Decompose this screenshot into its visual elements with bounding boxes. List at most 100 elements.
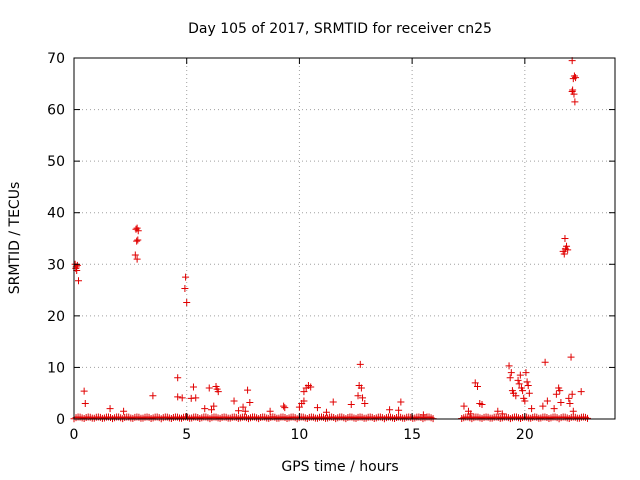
data-point (565, 394, 573, 402)
data-point (570, 90, 578, 98)
y-tick-label: 20 (47, 309, 65, 325)
data-point (570, 72, 578, 80)
data-point (522, 369, 530, 377)
data-point (386, 406, 394, 414)
data-point (507, 369, 515, 377)
plot-frame (73, 57, 616, 420)
data-point (569, 407, 577, 415)
x-tick-label: 0 (70, 427, 79, 443)
data-point (498, 410, 506, 418)
data-point (478, 401, 486, 409)
data-point (183, 298, 191, 306)
y-tick-label: 40 (47, 206, 65, 222)
data-point (187, 394, 195, 402)
data-point (557, 398, 565, 406)
data-point (473, 383, 481, 391)
data-point (471, 379, 479, 387)
x-tick-label: 15 (403, 427, 421, 443)
y-tick-label: 60 (47, 103, 65, 119)
data-point (313, 404, 321, 412)
x-tick-label: 20 (516, 427, 534, 443)
data-point (133, 237, 141, 245)
data-point (208, 406, 216, 414)
data-point (174, 374, 182, 382)
y-tick-label: 70 (47, 51, 65, 67)
data-point (73, 261, 81, 269)
data-point (516, 371, 524, 379)
data-point (514, 376, 522, 384)
data-point (244, 386, 252, 394)
data-point (131, 251, 139, 259)
x-axis-label: GPS time / hours (281, 459, 398, 475)
baseline-point (583, 414, 591, 422)
data-point (214, 388, 222, 396)
data-point (134, 236, 142, 244)
data-point (512, 392, 520, 400)
data-point (347, 401, 355, 409)
data-point (556, 387, 564, 395)
data-point (230, 397, 238, 405)
data-point (80, 387, 88, 395)
data-point (571, 98, 579, 106)
data-point (246, 398, 254, 406)
data-point (566, 400, 574, 408)
y-tick-label: 30 (47, 257, 65, 273)
data-point (397, 398, 405, 406)
data-point (133, 255, 141, 263)
data-point (295, 403, 303, 411)
data-point (178, 394, 186, 402)
data-point (543, 397, 551, 405)
data-point (201, 405, 209, 413)
data-point (134, 227, 142, 235)
data-point (550, 405, 558, 413)
data-point (239, 403, 247, 411)
data-point (467, 410, 475, 418)
axis-ticks: 0 5 10 15 20 0 10 20 30 40 50 60 70 (47, 51, 615, 443)
data-point (460, 402, 468, 410)
data-point (541, 358, 549, 366)
data-point (300, 388, 308, 396)
data-point (106, 405, 114, 413)
data-point (419, 411, 427, 419)
data-point (357, 384, 365, 392)
data-point (515, 380, 523, 388)
data-point (266, 407, 274, 415)
data-point (494, 407, 502, 415)
data-point (569, 86, 577, 94)
data-point (563, 242, 571, 250)
data-point (300, 397, 308, 405)
data-point (523, 378, 531, 386)
data-point (525, 389, 533, 397)
data-point (354, 392, 362, 400)
data-point (329, 398, 337, 406)
x-tick-label: 10 (291, 427, 309, 443)
data-point (552, 390, 560, 398)
chart-title: Day 105 of 2017, SRMTID for receiver cn2… (188, 21, 492, 37)
data-point (356, 360, 364, 368)
data-point (521, 397, 529, 405)
grid-lines (74, 58, 615, 419)
data-point (359, 394, 367, 402)
data-point (181, 285, 189, 293)
data-point (120, 407, 128, 415)
data-point (528, 405, 536, 413)
y-tick-label: 10 (47, 360, 65, 376)
data-point (72, 264, 80, 272)
data-point (395, 406, 403, 414)
x-tick-label: 5 (182, 427, 191, 443)
data-point (567, 353, 575, 361)
data-point (174, 393, 182, 401)
data-point (361, 400, 369, 408)
data-point (539, 402, 547, 410)
data-point (322, 408, 330, 416)
data-point (568, 390, 576, 398)
data-point (281, 404, 289, 412)
data-point (192, 394, 200, 402)
y-tick-label: 50 (47, 154, 65, 170)
data-point (280, 402, 288, 410)
data-point (149, 392, 157, 400)
data-point (189, 383, 197, 391)
data-point (235, 407, 243, 415)
